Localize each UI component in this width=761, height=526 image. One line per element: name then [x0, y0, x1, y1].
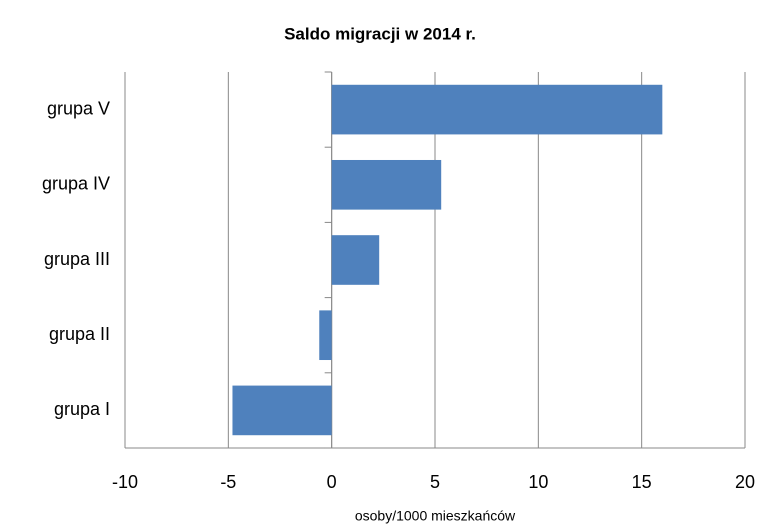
x-tick-label: 20	[735, 472, 755, 492]
x-tick-label: 5	[430, 472, 440, 492]
y-tick-label: grupa I	[54, 399, 110, 419]
x-tick-label: 10	[528, 472, 548, 492]
x-tick-label: 15	[632, 472, 652, 492]
x-tick-label: 0	[327, 472, 337, 492]
x-axis-label: osoby/1000 mieszkańców	[355, 508, 516, 524]
bar	[331, 159, 442, 210]
bar	[331, 84, 663, 135]
x-tick-label: -5	[220, 472, 236, 492]
y-tick-label: grupa II	[49, 324, 110, 344]
y-tick-label: grupa IV	[42, 174, 110, 194]
x-tick-label: -10	[112, 472, 138, 492]
y-tick-label: grupa III	[44, 249, 110, 269]
y-tick-label: grupa V	[47, 98, 110, 118]
bar	[319, 310, 332, 361]
chart-title: Saldo migracji w 2014 r.	[284, 24, 476, 43]
bar	[331, 235, 380, 285]
bar	[232, 385, 332, 436]
